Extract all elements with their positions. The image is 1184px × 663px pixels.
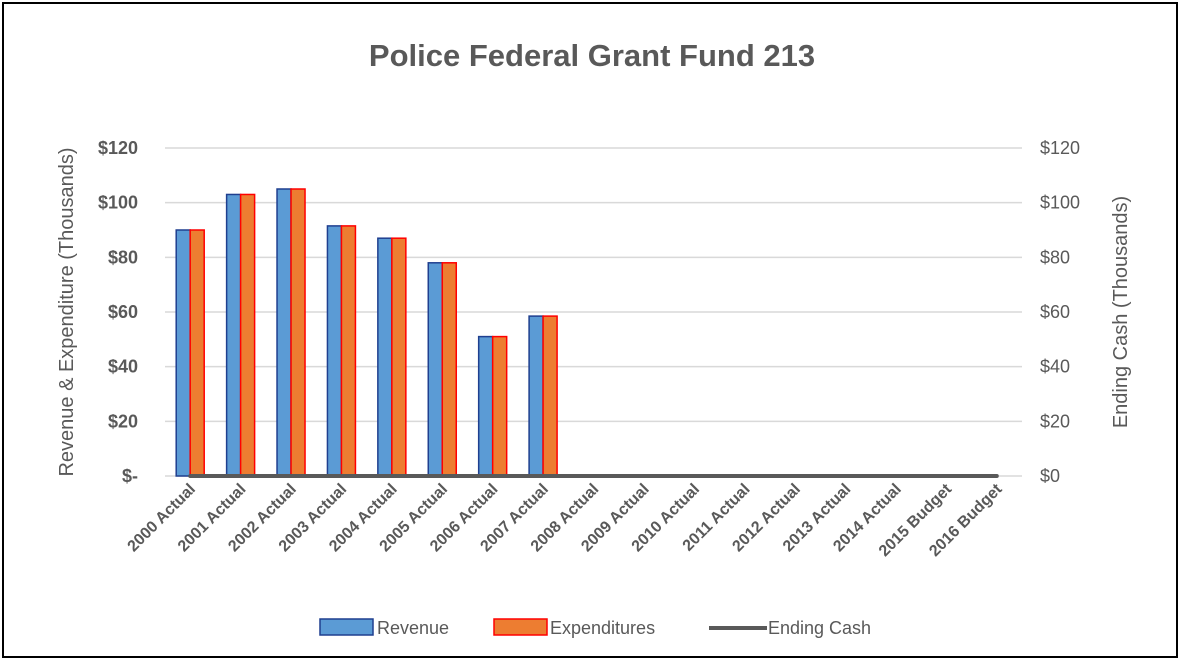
bar-expenditures	[340, 225, 357, 477]
bar-revenue	[427, 262, 444, 477]
y-tick-label-right: $80	[1040, 247, 1070, 267]
y-tick-label-right: $120	[1040, 138, 1080, 158]
y-tick-label-left: $20	[108, 411, 138, 431]
y-axis-right-title: Ending Cash (Thousands)	[1110, 196, 1132, 428]
y-tick-label-right: $0	[1040, 466, 1060, 486]
bar-expenditures	[491, 335, 508, 477]
y-tick-label-right: $100	[1040, 193, 1080, 213]
bar-revenue	[175, 229, 191, 477]
bar-revenue	[528, 315, 544, 477]
legend-label-revenue: Revenue	[377, 618, 449, 638]
bar-revenue	[225, 193, 242, 477]
legend: Revenue Expenditures Ending Cash	[319, 618, 871, 638]
legend-label-ending-cash: Ending Cash	[768, 618, 871, 638]
bar-revenue	[477, 335, 494, 477]
bar-expenditures	[239, 193, 256, 477]
legend-label-expenditures: Expenditures	[550, 618, 655, 638]
y-axis-left: $- $20 $40 $60 $80 $100 $120	[98, 138, 138, 486]
bar-expenditures	[189, 229, 205, 477]
bar-revenue	[276, 188, 292, 477]
y-tick-label-right: $40	[1040, 357, 1070, 377]
y-tick-label-left: $60	[108, 302, 138, 322]
bar-expenditures	[290, 188, 306, 477]
bar-revenue	[377, 237, 393, 477]
y-tick-label-left: $80	[108, 247, 138, 267]
y-tick-label-left: $100	[98, 193, 138, 213]
bar-expenditures	[391, 237, 407, 477]
bar-expenditures	[441, 262, 458, 477]
legend-swatch-expenditures	[493, 618, 548, 636]
bar-expenditures	[542, 315, 558, 477]
y-tick-label-left: $40	[108, 357, 138, 377]
y-axis-left-title: Revenue & Expenditure (Thousands)	[56, 147, 78, 476]
legend-swatch-revenue	[319, 618, 374, 636]
y-axis-right: $0 $20 $40 $60 $80 $100 $120	[1040, 138, 1080, 486]
y-tick-label-left: $-	[122, 466, 138, 486]
chart-title: Police Federal Grant Fund 213	[369, 38, 815, 73]
y-tick-label-right: $60	[1040, 302, 1070, 322]
y-tick-label-left: $120	[98, 138, 138, 158]
bars	[175, 188, 558, 477]
y-tick-label-right: $20	[1040, 411, 1070, 431]
bar-revenue	[326, 225, 343, 477]
